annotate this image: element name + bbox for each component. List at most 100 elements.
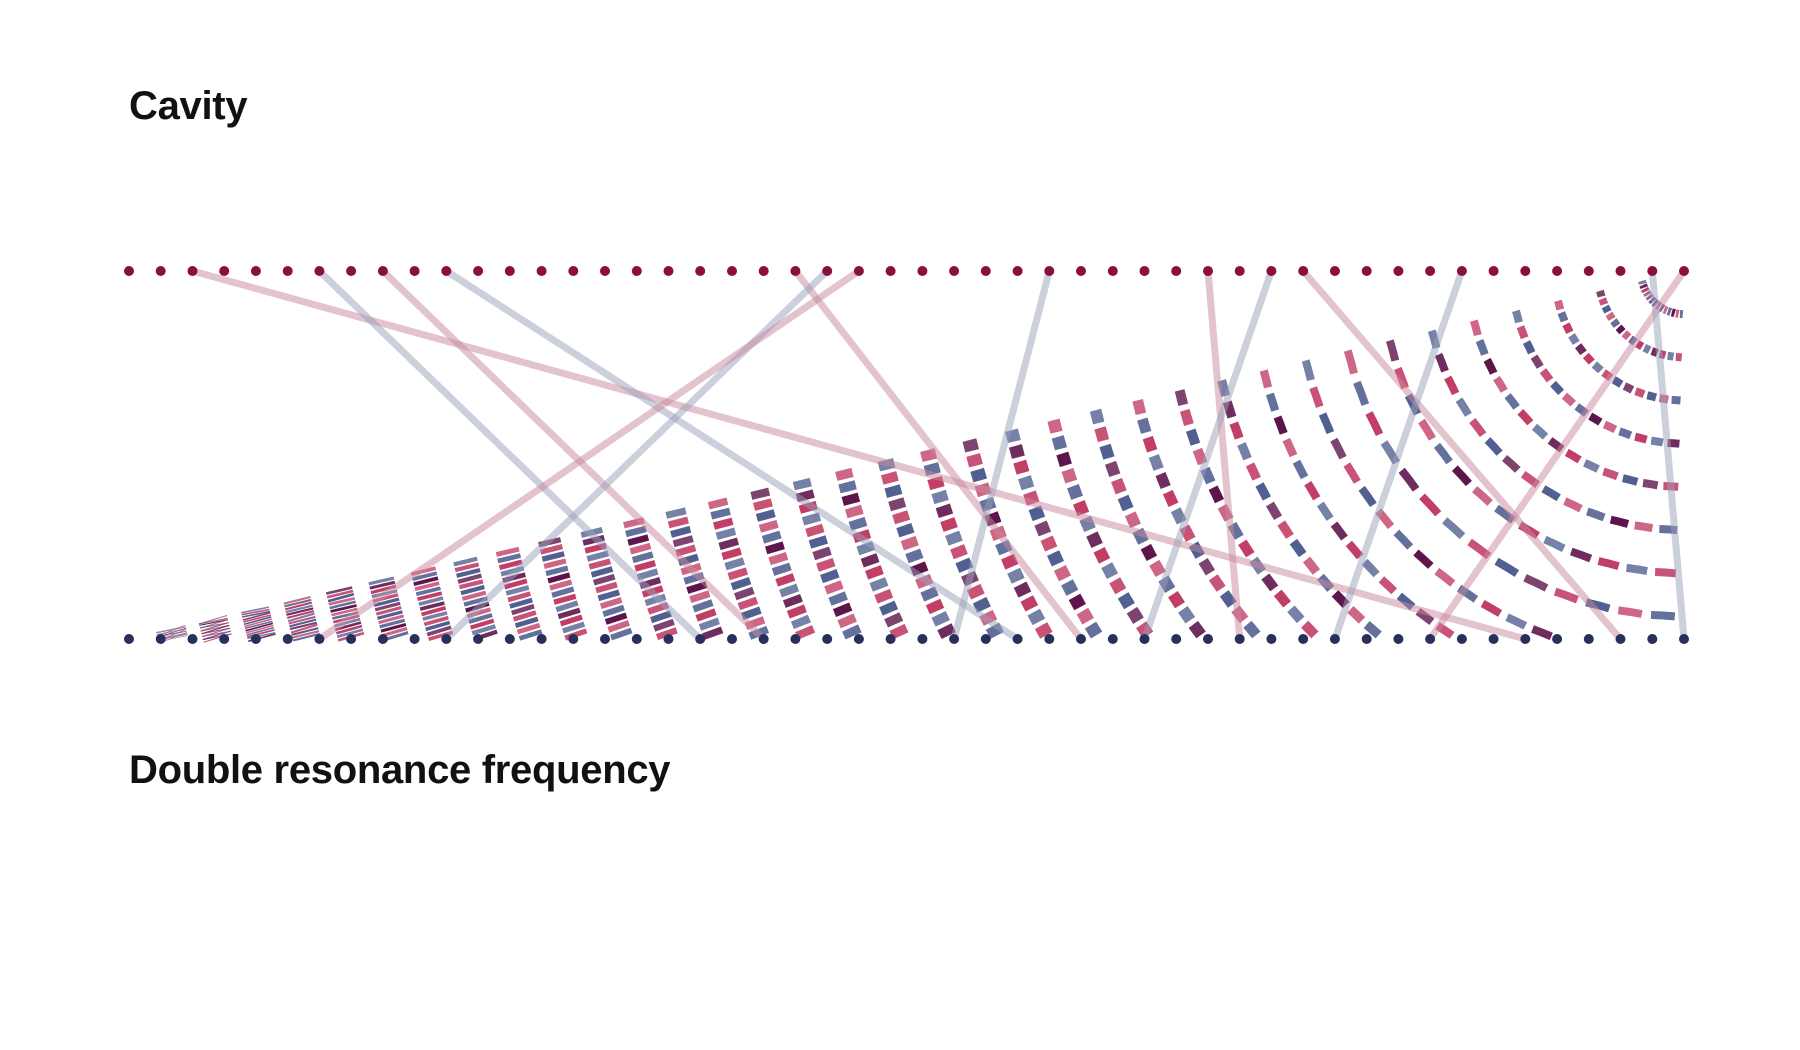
- ribbon-segment: [514, 616, 539, 628]
- ribbon-segment: [1469, 417, 1487, 438]
- ribbon-segment: [516, 622, 541, 635]
- ribbon-segment: [421, 605, 447, 617]
- ribbon-segment: [1316, 501, 1334, 521]
- ribbon-segment: [597, 589, 621, 602]
- link-line: [442, 267, 1022, 643]
- ribbon-arc: [623, 517, 678, 641]
- ribbon-segment: [1554, 299, 1565, 311]
- top-node: [187, 266, 198, 276]
- top-node: [885, 266, 896, 276]
- ribbon-segment: [1086, 531, 1103, 548]
- ribbon-segment: [505, 585, 530, 596]
- ribbon-segment: [1588, 412, 1603, 426]
- bottom-node: [1647, 634, 1658, 644]
- ribbon-segment: [471, 624, 497, 636]
- ribbon-segment: [931, 489, 949, 505]
- bottom-node: [1139, 634, 1150, 644]
- ribbon-segment: [1137, 417, 1152, 434]
- ribbon-segment: [650, 610, 672, 624]
- ribbon-segment: [1301, 359, 1315, 382]
- ribbon-segment: [848, 516, 868, 531]
- ribbon-segment: [710, 507, 731, 520]
- ribbon-segment: [775, 573, 796, 587]
- ribbon-segment: [1149, 559, 1166, 578]
- ribbon-segment: [498, 559, 523, 570]
- ribbon-segment: [1188, 620, 1206, 639]
- ribbon-segment: [1013, 581, 1032, 598]
- ribbon-segment: [828, 591, 848, 606]
- ribbon-segment: [1053, 564, 1072, 582]
- ribbon-segment: [1192, 447, 1208, 466]
- ribbon-segment: [724, 557, 745, 571]
- top-node: [1266, 266, 1277, 276]
- top-node: [980, 266, 991, 276]
- ribbon-segment: [634, 559, 657, 572]
- ribbon-segment: [1646, 391, 1658, 402]
- ribbon-segment: [1155, 472, 1171, 490]
- ribbon-segment: [425, 620, 451, 632]
- ribbon-segment: [812, 546, 832, 561]
- ribbon-segment: [1132, 398, 1147, 416]
- ribbon-segment: [1505, 613, 1528, 630]
- ribbon-segment: [824, 580, 844, 595]
- ribbon-segment: [330, 604, 357, 613]
- top-node: [600, 266, 610, 276]
- top-node: [1139, 266, 1150, 276]
- top-node: [219, 266, 230, 276]
- ribbon-segment: [790, 614, 811, 630]
- bottom-node: [822, 634, 833, 644]
- ribbon-segment: [838, 480, 857, 494]
- bottom-node-row: [124, 634, 1689, 644]
- ribbon-segment: [1282, 437, 1298, 458]
- ribbon-segment: [553, 593, 577, 605]
- ribbon-segment: [1318, 412, 1335, 435]
- bottom-node: [980, 634, 991, 644]
- bottom-node: [1425, 634, 1436, 644]
- ribbon-segment: [456, 568, 481, 578]
- top-node: [727, 266, 737, 276]
- ribbon-segment: [284, 601, 313, 611]
- ribbon-segment: [1034, 520, 1052, 537]
- ribbon-segment: [879, 600, 899, 616]
- ribbon-segment: [415, 586, 441, 597]
- ribbon-arc: [410, 566, 454, 642]
- ribbon-segment: [1245, 462, 1261, 481]
- ribbon-segment: [1142, 435, 1158, 453]
- ribbon-segment: [782, 594, 803, 608]
- ribbon-segment: [1662, 305, 1669, 315]
- ribbon-segment: [1217, 379, 1231, 397]
- ribbon-segment: [1634, 387, 1646, 399]
- ribbon-segment: [1621, 330, 1632, 341]
- ribbon-segment: [631, 551, 654, 564]
- ribbon-segment: [966, 453, 983, 468]
- ribbon-segment: [1622, 382, 1635, 394]
- top-node: [1552, 266, 1563, 276]
- bottom-node: [187, 634, 198, 644]
- ribbon-segment: [841, 492, 861, 506]
- link-line: [189, 267, 1529, 643]
- ribbon-segment: [454, 562, 480, 573]
- ribbon-segment: [1111, 477, 1127, 495]
- ribbon-segment: [607, 620, 630, 633]
- ribbon-segment: [547, 572, 571, 584]
- ribbon-segment: [289, 618, 317, 628]
- bottom-node: [790, 634, 801, 644]
- ribbon-segment: [1475, 339, 1489, 356]
- ribbon-segment: [1238, 539, 1255, 558]
- ribbon-segment: [1582, 352, 1595, 365]
- top-node: [282, 266, 293, 276]
- top-node: [1076, 266, 1086, 276]
- top-node: [790, 266, 801, 276]
- ribbon-segment: [586, 550, 609, 562]
- ribbon-segment: [290, 623, 318, 634]
- ribbon-segment: [1028, 505, 1046, 522]
- ribbon-segment: [331, 607, 358, 617]
- bottom-node: [504, 634, 515, 644]
- ribbon-segment: [557, 607, 581, 620]
- bottom-node: [1012, 634, 1023, 644]
- ribbon-segment: [470, 618, 495, 630]
- ribbon-segment: [1583, 459, 1600, 473]
- ribbon-segment: [1568, 333, 1580, 345]
- ribbon-segment: [458, 579, 484, 590]
- ribbon-segment: [457, 573, 482, 584]
